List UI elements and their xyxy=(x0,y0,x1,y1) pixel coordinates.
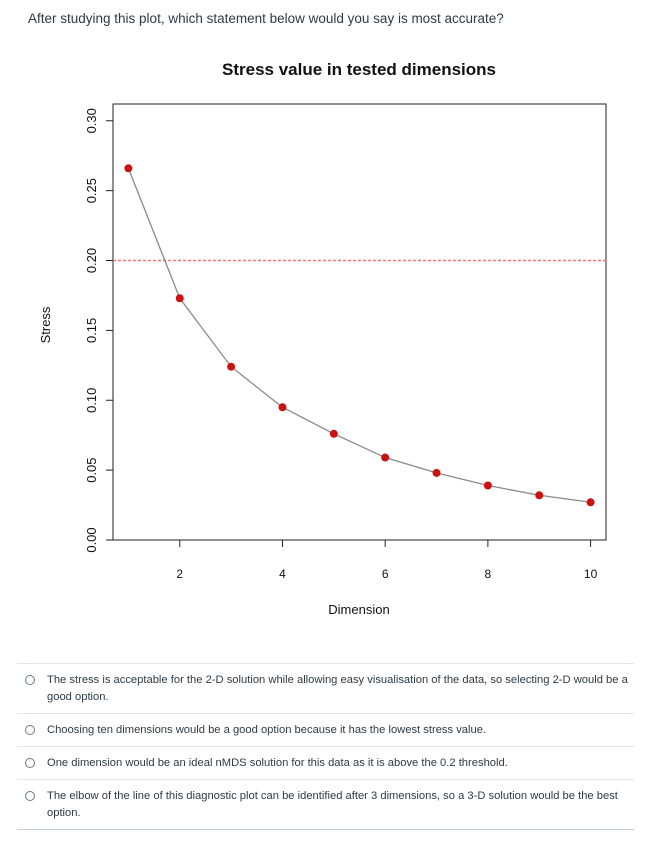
data-point xyxy=(381,453,390,462)
radio-button[interactable] xyxy=(25,791,35,801)
data-point xyxy=(124,164,133,173)
y-tick-label: 0.30 xyxy=(84,108,99,133)
answer-option[interactable]: The elbow of the line of this diagnostic… xyxy=(17,779,634,830)
data-point xyxy=(175,294,184,303)
answer-option[interactable]: Choosing ten dimensions would be a good … xyxy=(17,713,634,746)
data-point xyxy=(227,362,236,371)
data-point xyxy=(535,491,544,500)
data-point xyxy=(483,481,492,490)
x-tick-label: 2 xyxy=(176,567,183,581)
y-tick-label: 0.20 xyxy=(84,248,99,273)
answer-option-label: The elbow of the line of this diagnostic… xyxy=(47,790,618,819)
answer-option[interactable]: One dimension would be an ideal nMDS sol… xyxy=(17,746,634,779)
y-tick-label: 0.10 xyxy=(84,388,99,413)
y-tick-label: 0.00 xyxy=(84,527,99,552)
radio-button[interactable] xyxy=(25,725,35,735)
x-axis-label: Dimension xyxy=(328,602,389,617)
data-point xyxy=(586,498,595,507)
answer-option-label: One dimension would be an ideal nMDS sol… xyxy=(47,757,508,769)
data-point xyxy=(278,403,287,412)
x-tick-label: 6 xyxy=(382,567,389,581)
answer-option[interactable]: The stress is acceptable for the 2-D sol… xyxy=(17,663,634,713)
answer-option-label: The stress is acceptable for the 2-D sol… xyxy=(47,674,628,703)
y-tick-label: 0.25 xyxy=(84,178,99,203)
chart-title: Stress value in tested dimensions xyxy=(222,60,496,79)
x-tick-label: 8 xyxy=(485,567,492,581)
plot-frame xyxy=(112,103,607,541)
data-point xyxy=(432,468,441,477)
question-text: After studying this plot, which statemen… xyxy=(28,11,504,26)
answer-option-label: Choosing ten dimensions would be a good … xyxy=(47,724,487,736)
y-axis-label: Stress xyxy=(38,306,53,343)
answer-options: The stress is acceptable for the 2-D sol… xyxy=(17,663,634,830)
series-line xyxy=(127,168,591,503)
radio-button[interactable] xyxy=(25,758,35,768)
x-tick-label: 4 xyxy=(279,567,286,581)
stress-chart: Stress value in tested dimensions 2 4 6 8 10… xyxy=(38,60,607,617)
y-tick-label: 0.05 xyxy=(84,457,99,482)
data-point xyxy=(329,429,338,438)
radio-button[interactable] xyxy=(25,675,35,685)
x-tick-label: 10 xyxy=(584,567,598,581)
y-tick-label: 0.15 xyxy=(84,318,99,343)
